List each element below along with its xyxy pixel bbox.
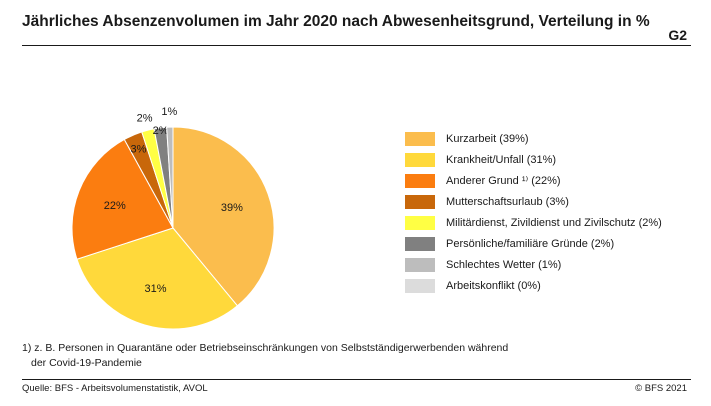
legend-swatch — [405, 194, 435, 209]
legend-item-krankheit-unfall: Krankheit/Unfall (31%) — [405, 149, 662, 170]
legend-label: Krankheit/Unfall (31%) — [446, 153, 557, 166]
pie-slice-anderer-grund — [71, 138, 174, 260]
pie-slice-kurzarbeit — [172, 126, 275, 307]
slice-label-schlechtes-wetter: 1% — [161, 106, 177, 118]
legend-item-arbeitskonflikt: Arbeitskonflikt (0%) — [405, 275, 662, 296]
legend-item-schlechtes-wetter: Schlechtes Wetter (1%) — [405, 254, 662, 275]
footer-divider — [22, 379, 691, 380]
legend-swatch — [405, 257, 435, 272]
pie-slice-schlechtes-wetter — [166, 126, 174, 229]
legend-swatch — [405, 152, 435, 167]
legend-swatch — [405, 131, 435, 146]
footnote-line-2: der Covid-19-Pandemie — [31, 357, 142, 369]
legend-label: Militärdienst, Zivildienst und Zivilschu… — [446, 216, 662, 229]
legend-label: Persönliche/familiäre Gründe (2%) — [446, 237, 615, 250]
slice-label-krankheit-unfall: 31% — [145, 283, 167, 295]
slice-label-anderer-grund: 22% — [104, 200, 126, 212]
figure-number: G2 — [668, 27, 687, 43]
legend-item-militardienst-zivildienst-und-zivilschutz: Militärdienst, Zivildienst und Zivilschu… — [405, 212, 662, 233]
legend-label: Anderer Grund ¹⁾ (22%) — [446, 175, 561, 187]
source-note: Quelle: BFS - Arbeitsvolumenstatistik, A… — [22, 383, 208, 394]
chart-title: Jährliches Absenzenvolumen im Jahr 2020 … — [22, 13, 650, 30]
legend-label: Mutterschaftsurlaub (3%) — [446, 195, 569, 208]
title-divider — [22, 45, 691, 46]
slice-label-mutterschaftsurlaub: 3% — [131, 143, 147, 155]
legend-item-anderer-grund: Anderer Grund ¹⁾ (22%) — [405, 170, 662, 191]
footnote-marker: 1) — [22, 342, 32, 354]
footnote-line-1: z. B. Personen in Quarantäne oder Betrie… — [34, 342, 509, 354]
chart-legend: Kurzarbeit (39%) Krankheit/Unfall (31%) An… — [405, 128, 662, 296]
legend-label: Arbeitskonflikt (0%) — [446, 279, 541, 292]
legend-swatch — [405, 236, 435, 251]
legend-item-kurzarbeit: Kurzarbeit (39%) — [405, 128, 662, 149]
legend-label: Kurzarbeit (39%) — [446, 132, 529, 145]
copyright-note: © BFS 2021 — [635, 383, 687, 394]
legend-item-mutterschaftsurlaub: Mutterschaftsurlaub (3%) — [405, 191, 662, 212]
pie-slice-krankheit-unfall — [76, 227, 239, 330]
legend-label: Schlechtes Wetter (1%) — [446, 258, 562, 271]
slice-label-kurzarbeit: 39% — [221, 202, 243, 214]
slice-label-personliche-familiare-grunde: 2% — [153, 125, 169, 137]
footnote: 1) z. B. Personen in Quarantäne oder Bet… — [22, 341, 642, 371]
slice-label-militardienst-zivildienst-und-zivilschutz: 2% — [137, 112, 153, 124]
legend-item-personliche-familiare-grunde: Persönliche/familiäre Gründe (2%) — [405, 233, 662, 254]
legend-swatch — [405, 215, 435, 230]
legend-swatch — [405, 278, 435, 293]
legend-swatch — [405, 173, 435, 188]
